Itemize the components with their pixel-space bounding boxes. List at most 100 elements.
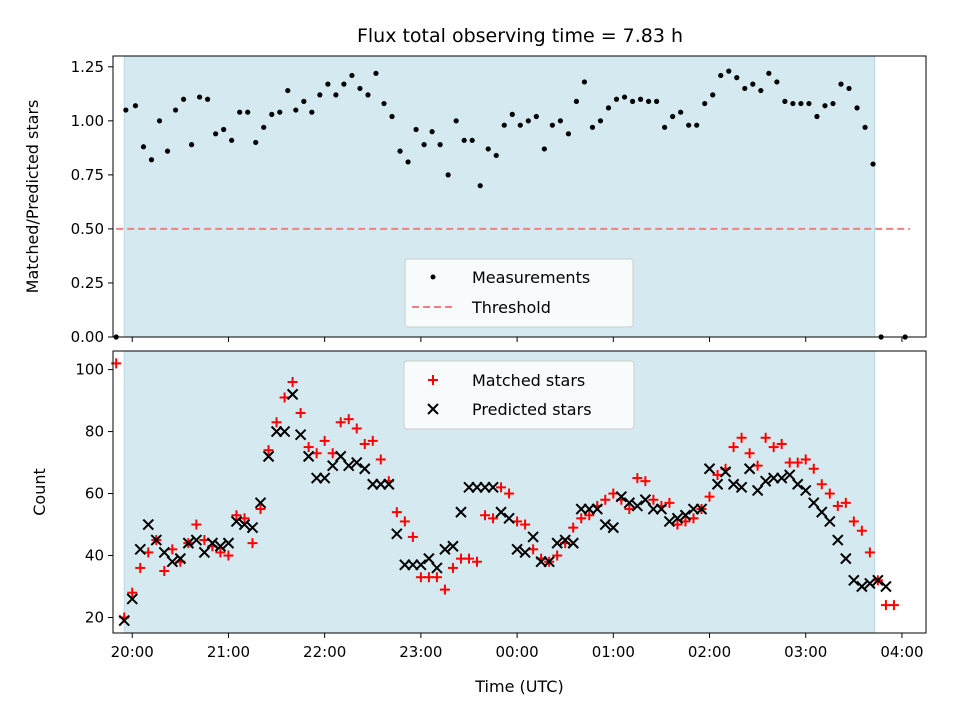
measurement-points — [113, 68, 908, 340]
measurement-point — [309, 109, 315, 115]
cross-stroke — [631, 500, 644, 512]
matched-star-point — [215, 547, 226, 558]
x-tick-label: 22:00 — [303, 643, 346, 661]
cross-stroke — [262, 450, 275, 463]
matched-star-point — [752, 460, 763, 471]
predicted-star-point — [800, 484, 812, 497]
matched-star-point — [864, 547, 875, 558]
cross-stroke — [751, 484, 764, 497]
matched-star-point — [303, 442, 314, 453]
cross-stroke — [391, 528, 403, 540]
predicted-star-point — [759, 475, 772, 487]
matched-star-point — [247, 538, 258, 549]
predicted-star-point — [679, 509, 692, 521]
measurement-point — [180, 96, 187, 102]
cross-stroke — [447, 540, 459, 552]
measurement-point — [541, 146, 547, 152]
predicted-star-point — [150, 534, 163, 546]
measurement-point — [333, 92, 339, 98]
predicted-star-point — [864, 577, 876, 590]
predicted-stars-points — [118, 388, 892, 627]
y-tick-label: 20 — [85, 609, 104, 627]
measurement-point — [317, 92, 323, 98]
cross-stroke — [351, 456, 363, 469]
cross-stroke — [559, 534, 571, 546]
matched-star-point — [792, 457, 803, 468]
matched-star-point — [504, 488, 515, 499]
measurement-point — [132, 103, 139, 109]
predicted-star-point — [415, 559, 427, 571]
predicted-star-point — [230, 515, 243, 528]
legend-plus-marker — [428, 375, 438, 385]
cross-stroke — [527, 531, 539, 543]
cross-stroke — [158, 546, 171, 559]
count-legend-box — [403, 360, 635, 430]
measurement-point — [429, 129, 435, 135]
matched-star-point — [271, 417, 282, 428]
measurement-point — [629, 98, 636, 104]
measurement-point — [790, 100, 796, 107]
cross-stroke — [254, 497, 267, 509]
measurement-point — [461, 137, 467, 143]
measurement-point — [573, 98, 580, 104]
predicted-star-point — [262, 450, 275, 463]
cross-stroke — [783, 469, 796, 481]
measurement-point — [421, 142, 427, 148]
measurement-point — [469, 137, 475, 143]
ratio-y-axis-label: Matched/Predicted stars — [23, 100, 42, 294]
matched-star-point — [664, 497, 675, 508]
predicted-star-point — [447, 540, 459, 552]
predicted-star-point — [174, 552, 187, 565]
legend-matched-label: Matched stars — [472, 371, 585, 390]
measurement-point — [285, 87, 291, 94]
count-x-ticks: 20:00 21:00 22:00 23:00 00:00 01:00 02:00 03:00… — [111, 633, 924, 661]
matched-star-point — [576, 513, 587, 524]
measurement-point — [269, 111, 275, 117]
cross-stroke — [118, 614, 130, 627]
measurement-point — [806, 100, 812, 107]
measurement-point — [862, 124, 868, 130]
predicted-star-point — [695, 503, 708, 515]
cross-stroke — [711, 478, 724, 490]
measurement-point — [325, 81, 331, 87]
predicted-star-point — [423, 552, 435, 565]
predicted-star-point — [623, 497, 636, 509]
predicted-star-point — [655, 503, 668, 515]
cross-stroke — [214, 540, 227, 552]
measurement-point — [710, 92, 716, 98]
measurement-point — [654, 98, 660, 104]
predicted-star-point — [519, 546, 531, 559]
measurement-point — [557, 118, 563, 124]
cross-stroke — [567, 537, 579, 549]
matched-star-point — [488, 513, 499, 524]
predicted-star-point — [343, 459, 355, 472]
predicted-star-point — [495, 506, 507, 518]
cross-stroke — [278, 425, 291, 438]
predicted-star-point — [631, 500, 644, 512]
legend-measurements-label: Measurements — [472, 268, 590, 287]
predicted-star-point — [326, 459, 339, 472]
cross-stroke — [639, 494, 652, 506]
cross-stroke — [856, 580, 868, 593]
measurement-point — [702, 100, 708, 107]
measurement-point — [605, 105, 612, 111]
matched-star-point — [520, 519, 531, 530]
predicted-star-point — [142, 518, 154, 531]
predicted-star-point — [254, 497, 267, 509]
x-tick-label: 04:00 — [880, 643, 923, 661]
predicted-star-point — [872, 574, 884, 587]
matched-star-point — [311, 448, 322, 459]
cross-stroke — [759, 475, 772, 487]
predicted-star-point — [703, 463, 716, 475]
measurement-point — [253, 139, 259, 146]
predicted-star-point — [543, 556, 555, 568]
matched-star-point — [640, 476, 651, 487]
measurement-point — [734, 75, 740, 81]
predicted-star-point — [808, 497, 820, 509]
x-tick-label: 00:00 — [495, 643, 538, 661]
matched-star-point — [463, 553, 474, 564]
matched-star-point — [439, 584, 450, 595]
matched-star-point — [335, 417, 346, 428]
cross-stroke — [495, 506, 507, 518]
matched-star-point — [888, 600, 899, 611]
